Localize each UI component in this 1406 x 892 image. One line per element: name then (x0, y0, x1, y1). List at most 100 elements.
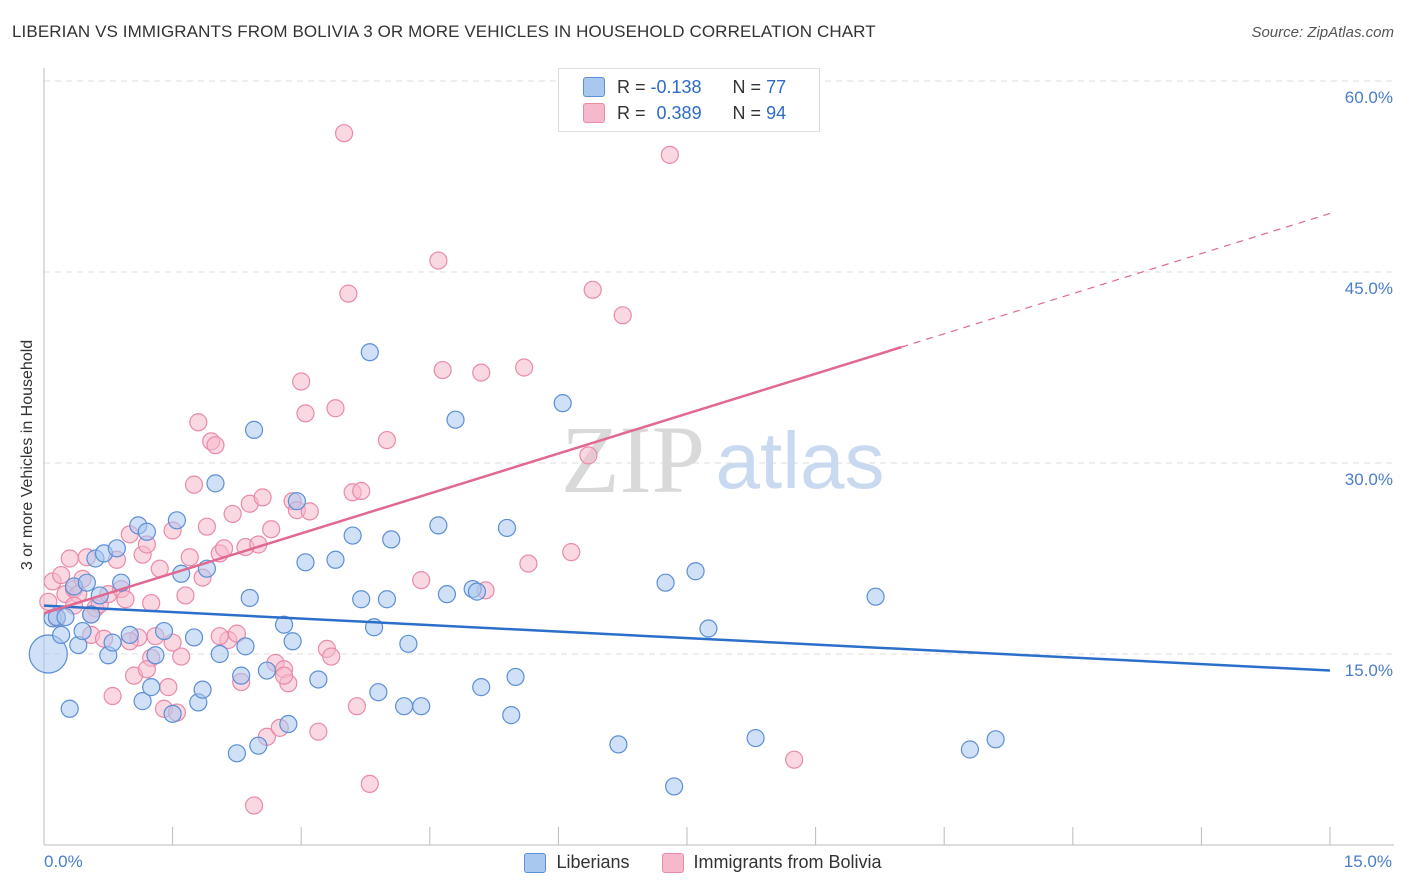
grid-lines (44, 80, 1394, 655)
liberians-trend-line (43, 604, 1331, 672)
r-label: R = (617, 102, 646, 123)
liberians-point (193, 680, 212, 699)
bolivia-point (322, 647, 341, 666)
y-tick-label: 30.0% (1345, 470, 1393, 489)
legend-row-bolivia: R = 0.389 N = 94 (583, 100, 786, 126)
liberians-point (60, 699, 79, 718)
liberians-point (467, 582, 487, 601)
liberians-point (279, 714, 298, 734)
liberians-legend-swatch (524, 852, 547, 873)
bolivia-point (180, 548, 199, 567)
bolivia-point (244, 796, 264, 815)
chart-title: LIBERIAN VS IMMIGRANTS FROM BOLIVIA 3 OR… (12, 22, 876, 41)
bolivia-swatch (583, 103, 605, 123)
liberians-point (227, 744, 246, 763)
bolivia-point (433, 360, 452, 380)
bolivia-point (377, 430, 397, 450)
bolivia-point (785, 750, 804, 769)
liberians-point (369, 683, 388, 702)
liberians-point (399, 634, 418, 653)
liberians-point (506, 667, 525, 687)
bolivia-point (159, 678, 178, 697)
liberians-point (446, 410, 465, 429)
bolivia-point (184, 475, 204, 494)
liberians-point (232, 666, 251, 685)
legend-item-bolivia: Immigrants from Bolivia (661, 852, 882, 873)
legend-row-liberians: R = -0.138 N = 77 (583, 74, 786, 100)
source-label: Source: ZipAtlas.com (1251, 24, 1394, 41)
liberians-point (502, 706, 521, 725)
legend-item-liberians: Liberians (524, 852, 630, 873)
bolivia-point (562, 543, 581, 562)
liberians-point (746, 728, 765, 748)
bolivia-point (352, 481, 371, 501)
bolivia-point (360, 774, 379, 793)
bolivia-point (262, 520, 281, 539)
liberians-point (107, 539, 126, 558)
liberians-point (244, 420, 264, 439)
correlation-legend: R = -0.138 N = 77 R = 0.389 N = 94 (558, 68, 820, 132)
liberians-point (274, 615, 294, 634)
n-label: N = (732, 102, 762, 123)
bolivia-n-value: 94 (766, 102, 787, 123)
liberians-swatch (583, 77, 605, 97)
liberians-point (167, 511, 186, 530)
liberians-point (236, 637, 255, 656)
bolivia-point (103, 686, 122, 706)
bolivia-point (197, 517, 216, 536)
watermark: ZIP atlas (561, 406, 884, 513)
y-tick-labels: 15.0% 30.0% 45.0% 60.0% (1345, 88, 1393, 680)
bolivia-point (189, 413, 208, 432)
bolivia-point (39, 592, 58, 611)
liberians-point (472, 678, 491, 697)
liberians-point (665, 777, 684, 796)
liberians-point (283, 632, 302, 651)
liberians-point (137, 522, 156, 541)
bolivia-point (60, 549, 79, 568)
liberians-point (352, 590, 371, 609)
liberians-point (77, 573, 96, 592)
bolivia-point (300, 502, 319, 521)
bolivia-point (223, 504, 242, 524)
bolivia-point (519, 554, 538, 573)
liberians-point (206, 474, 225, 493)
bolivia-point (429, 251, 448, 270)
bolivia-point (347, 697, 367, 716)
liberians-point (296, 553, 315, 572)
bolivia-point (583, 280, 602, 299)
liberians-point (210, 644, 229, 664)
liberians-point (28, 634, 68, 674)
liberians-point (133, 692, 152, 711)
liberians-point (56, 607, 75, 627)
bolivia-trend-line (43, 345, 902, 615)
axes (43, 68, 1394, 846)
liberians-point (163, 704, 182, 723)
y-tick-label: 45.0% (1345, 279, 1393, 298)
liberians-point (146, 646, 165, 665)
bolivia-point (613, 306, 632, 325)
watermark-atlas: atlas (716, 416, 885, 505)
bolivia-legend-label: Immigrants from Bolivia (693, 852, 882, 872)
bolivia-point (339, 284, 358, 303)
liberians-point (412, 697, 431, 716)
bolivia-point (137, 660, 156, 679)
liberians-point (699, 619, 718, 638)
x-tick-min: 0.0% (44, 852, 83, 871)
bolivia-point (206, 436, 225, 455)
bolivia-trend-extension (901, 212, 1331, 348)
liberians-point (82, 605, 101, 624)
liberians-point (394, 697, 414, 716)
liberians-point (120, 625, 139, 645)
liberians-point (429, 516, 448, 535)
bolivia-point (660, 145, 679, 164)
bolivia-point (172, 647, 191, 666)
liberians-point (257, 661, 277, 680)
liberians-point (382, 530, 401, 549)
liberians-point (326, 550, 345, 569)
liberians-point (73, 621, 92, 641)
bolivia-point (210, 627, 229, 646)
bolivia-point (292, 372, 311, 391)
liberians-point (184, 628, 204, 647)
liberians-r-value: -0.138 (650, 76, 702, 97)
liberians-point (249, 736, 268, 755)
